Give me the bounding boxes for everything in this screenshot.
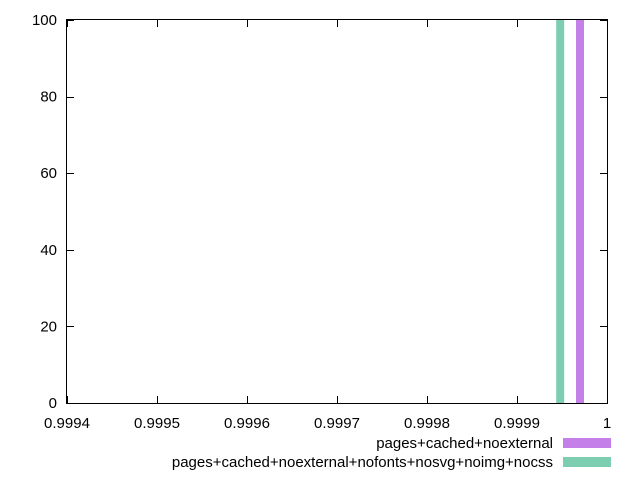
bar-series-2 [556, 20, 565, 403]
x-tick-label: 0.9999 [494, 415, 540, 432]
legend-label: pages+cached+noexternal [376, 435, 553, 452]
bars-layer [556, 20, 584, 403]
legend-swatch [563, 457, 611, 467]
y-tick-label: 60 [40, 165, 57, 182]
legend-label: pages+cached+noexternal+nofonts+nosvg+no… [172, 454, 553, 471]
x-tick-labels: 0.9994 0.9995 0.9996 0.9997 0.9998 0.9999 1 [44, 415, 611, 432]
bar-series-1 [576, 20, 584, 403]
y-tick-labels: 0 20 40 60 80 100 [32, 12, 57, 412]
x-tick-label: 0.9995 [134, 415, 180, 432]
x-tick-label: 0.9997 [314, 415, 360, 432]
x-tick-label: 0.9994 [44, 415, 90, 432]
x-tick-label: 0.9996 [224, 415, 270, 432]
y-tick-label: 100 [32, 12, 57, 29]
legend-swatch [563, 438, 611, 448]
ticks-layer [67, 20, 608, 404]
plot-frame [66, 19, 608, 404]
y-tick-label: 80 [40, 89, 57, 106]
y-tick-label: 0 [49, 395, 57, 412]
y-tick-label: 20 [40, 318, 57, 335]
legend: pages+cached+noexternal pages+cached+noex… [172, 435, 611, 471]
x-tick-label: 1 [603, 415, 611, 432]
y-tick-label: 40 [40, 242, 57, 259]
x-tick-label: 0.9998 [404, 415, 450, 432]
